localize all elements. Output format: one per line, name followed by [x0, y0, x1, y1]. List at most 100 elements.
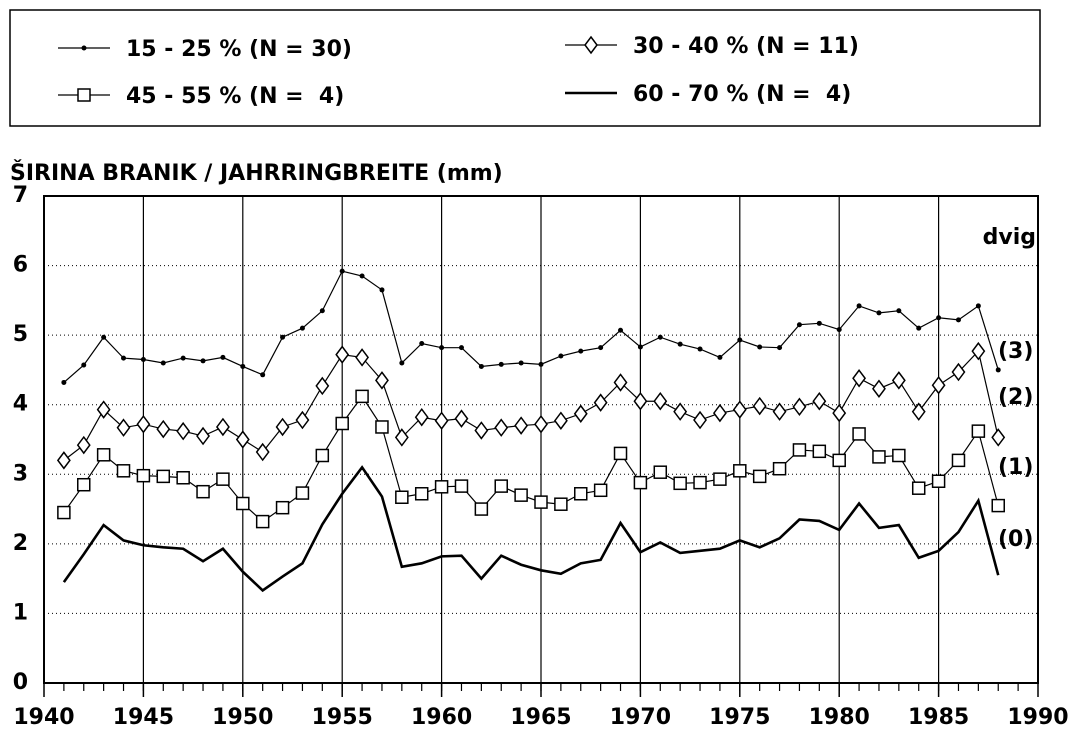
- data-point: [255, 442, 270, 462]
- data-point: [991, 498, 1005, 513]
- data-point: [156, 469, 171, 484]
- data-point: [911, 402, 926, 421]
- data-point: [752, 396, 767, 416]
- data-point: [255, 514, 270, 529]
- data-point: [613, 446, 628, 461]
- x-tick-label: 1960: [411, 705, 472, 730]
- data-point: [196, 426, 210, 446]
- annotation: dvig: [983, 225, 1036, 250]
- legend-label: 30 - 40 % (N = 11): [633, 34, 859, 59]
- data-point: [911, 481, 926, 495]
- data-point: [534, 414, 548, 434]
- annotation: (1): [998, 455, 1033, 480]
- data-point: [852, 427, 866, 441]
- data-point: [478, 363, 484, 369]
- data-point: [176, 471, 190, 485]
- data-point: [375, 371, 389, 390]
- data-point: [733, 464, 747, 478]
- data-point: [553, 411, 568, 430]
- data-point: [280, 334, 286, 340]
- data-point: [712, 403, 727, 423]
- data-point: [200, 358, 206, 364]
- data-point: [315, 376, 330, 396]
- data-point: [554, 497, 568, 511]
- data-point: [633, 391, 648, 411]
- data-point: [96, 400, 111, 419]
- data-point: [494, 418, 509, 437]
- data-point: [732, 400, 747, 419]
- data-point: [812, 444, 827, 459]
- data-point: [593, 393, 608, 412]
- y-tick-label: 1: [13, 600, 28, 625]
- series-line: [63, 349, 999, 461]
- data-point: [236, 496, 250, 511]
- data-point: [955, 317, 961, 323]
- y-tick-label: 2: [13, 531, 28, 556]
- data-point: [971, 424, 986, 438]
- data-point: [160, 360, 166, 366]
- data-point: [474, 421, 489, 440]
- data-point: [319, 308, 325, 314]
- data-point: [573, 404, 588, 424]
- data-point: [936, 315, 942, 321]
- data-point: [315, 448, 330, 463]
- data-point: [235, 430, 250, 449]
- data-point: [335, 416, 349, 431]
- data-point: [454, 479, 469, 493]
- data-point: [931, 474, 946, 488]
- data-point: [673, 476, 687, 491]
- legend-label: 60 - 70 % (N = 4): [633, 82, 851, 107]
- data-point: [419, 340, 425, 346]
- data-point: [295, 486, 310, 500]
- data-point: [836, 327, 842, 333]
- data-point: [295, 410, 310, 430]
- data-point: [375, 420, 389, 434]
- x-tick-label: 1945: [113, 705, 174, 730]
- data-point: [578, 348, 584, 354]
- data-point: [653, 391, 668, 411]
- data-point: [335, 345, 350, 364]
- data-point: [61, 379, 67, 385]
- data-point: [657, 334, 663, 340]
- legend-marker: [81, 45, 87, 51]
- x-tick-label: 1985: [908, 705, 969, 730]
- data-point: [514, 416, 529, 435]
- legend-label: 15 - 25 % (N = 30): [126, 37, 352, 62]
- data-point: [434, 411, 449, 430]
- y-tick-label: 7: [13, 183, 28, 208]
- x-tick-label: 1950: [212, 705, 273, 730]
- data-point: [339, 268, 345, 274]
- data-point: [772, 402, 787, 421]
- data-point: [121, 355, 127, 361]
- data-point: [534, 495, 548, 509]
- data-point: [896, 308, 902, 314]
- data-point: [876, 310, 882, 316]
- data-point: [180, 355, 186, 361]
- data-point: [593, 483, 608, 498]
- data-point: [275, 500, 290, 515]
- data-point: [916, 325, 922, 331]
- x-tick-label: 1965: [510, 705, 571, 730]
- data-point: [991, 428, 1006, 447]
- data-point: [458, 345, 464, 351]
- y-tick-label: 5: [13, 322, 28, 347]
- data-point: [414, 487, 429, 501]
- data-point: [951, 362, 966, 382]
- data-point: [832, 453, 846, 468]
- x-tick-label: 1955: [312, 705, 373, 730]
- data-point: [81, 362, 87, 368]
- data-point: [931, 375, 946, 395]
- data-point: [995, 367, 1001, 373]
- data-point: [697, 346, 703, 352]
- data-point: [355, 348, 370, 367]
- data-point: [673, 402, 688, 421]
- legend-label: 45 - 55 % (N = 4): [126, 84, 344, 109]
- data-point: [792, 397, 807, 417]
- data-point: [752, 469, 767, 484]
- data-point: [156, 419, 171, 439]
- data-point: [176, 421, 191, 441]
- legend-marker: [77, 88, 91, 102]
- x-tick-label: 1970: [610, 705, 671, 730]
- data-point: [196, 484, 210, 499]
